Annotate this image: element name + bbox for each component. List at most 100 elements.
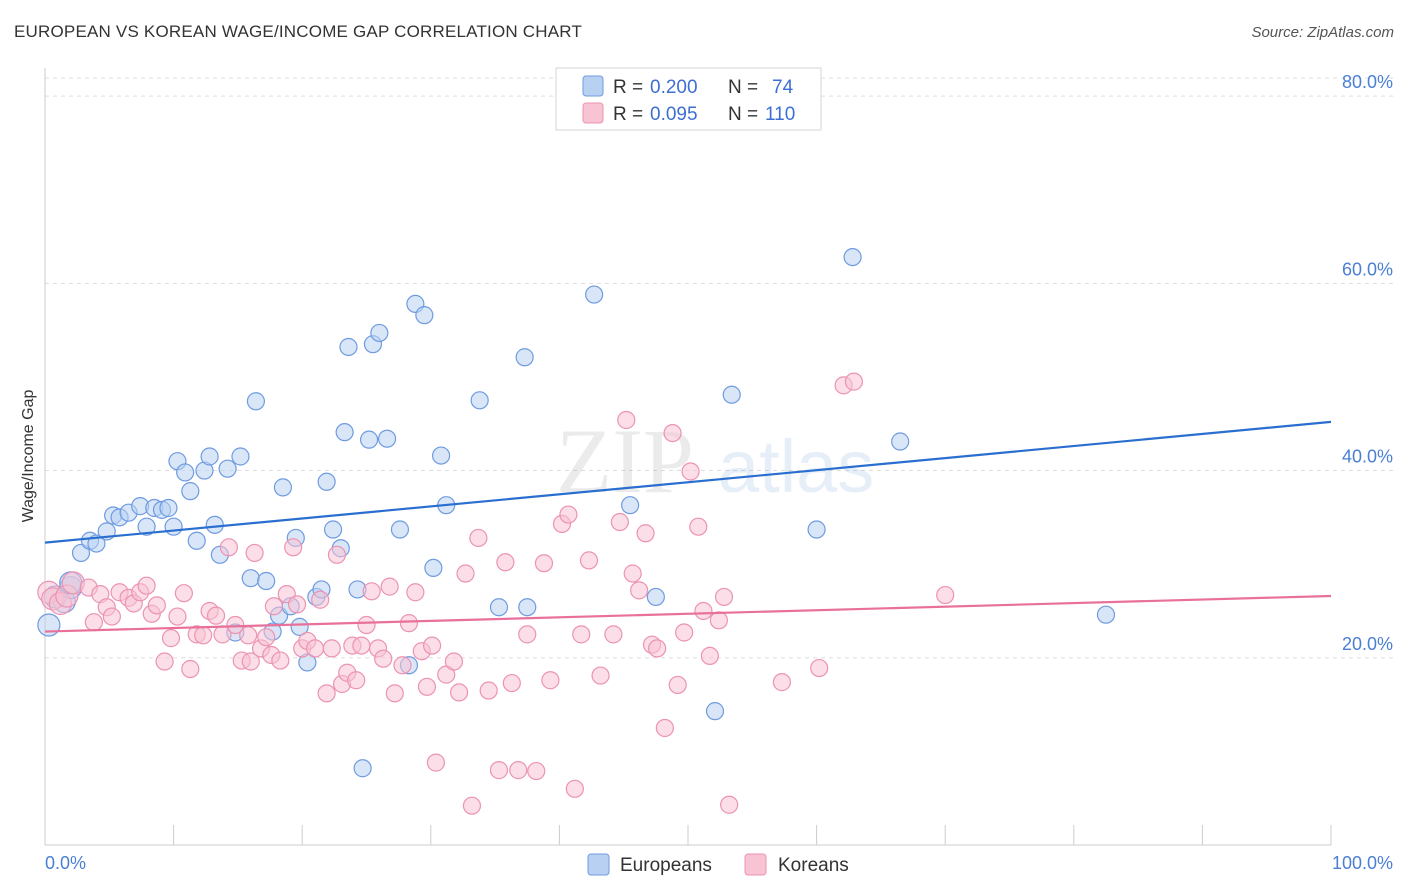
europeans-point — [37, 613, 61, 637]
y-tick-label: 80.0% — [1342, 72, 1393, 92]
koreans-point — [137, 576, 156, 595]
koreans-point — [327, 545, 347, 564]
europeans-point — [705, 702, 725, 721]
koreans-point — [257, 628, 276, 647]
koreans-point — [271, 651, 290, 670]
koreans-point — [287, 595, 307, 614]
koreans-point — [393, 656, 412, 675]
koreans-point — [102, 607, 121, 626]
koreans-point — [362, 582, 381, 601]
europeans-point — [218, 459, 237, 478]
koreans-r-value: 0.095 — [650, 104, 698, 125]
europeans-point — [843, 248, 862, 267]
koreans-point — [444, 652, 464, 671]
koreans-point — [305, 639, 325, 658]
koreans-point — [417, 677, 437, 696]
koreans-r-label: R = — [613, 104, 643, 125]
x-tick-label-min: 0.0% — [45, 853, 86, 873]
koreans-point — [681, 462, 700, 481]
koreans-point — [572, 625, 591, 644]
europeans-point — [370, 323, 389, 343]
watermark: ZIP atlas — [556, 410, 874, 512]
source-label: Source: ZipAtlas.com — [1251, 24, 1394, 41]
koreans-point — [689, 517, 708, 536]
koreans-point — [406, 583, 425, 602]
koreans-point — [810, 658, 829, 678]
koreans-point — [720, 795, 739, 814]
koreans-point — [168, 607, 187, 626]
koreans-point — [518, 625, 537, 644]
koreans-point — [352, 636, 371, 655]
koreans-point — [479, 681, 498, 700]
koreans-point — [84, 613, 103, 632]
koreans-point — [694, 601, 713, 621]
europeans-legend-label: Europeans — [620, 855, 712, 876]
europeans-point — [1096, 605, 1116, 624]
koreans-point — [496, 553, 515, 572]
koreans-point — [155, 652, 174, 671]
koreans-points — [37, 372, 955, 815]
series-legend: Europeans Koreans — [587, 853, 849, 876]
europeans-point — [431, 446, 451, 465]
x-tick-label-max: 100.0% — [1332, 853, 1393, 873]
europeans-point — [137, 517, 156, 536]
europeans-point — [377, 429, 397, 448]
koreans-point — [161, 629, 181, 648]
koreans-bottom-swatch — [744, 853, 767, 876]
europeans-n-value: 74 — [772, 77, 794, 98]
koreans-point — [174, 584, 193, 603]
chart-title: EUROPEAN VS KOREAN WAGE/INCOME GAP CORRE… — [14, 22, 583, 41]
koreans-point — [317, 684, 336, 703]
europeans-point — [246, 392, 266, 411]
europeans-point — [181, 482, 200, 501]
koreans-point — [147, 596, 166, 615]
europeans-point — [518, 598, 537, 617]
europeans-point — [891, 432, 910, 451]
europeans-point — [415, 306, 434, 325]
koreans-point — [610, 512, 629, 532]
koreans-point — [709, 611, 728, 630]
koreans-point — [509, 761, 528, 780]
koreans-point — [264, 597, 284, 616]
europeans-point — [359, 430, 379, 449]
europeans-point — [390, 520, 410, 539]
koreans-point — [311, 590, 330, 609]
koreans-point — [194, 626, 213, 645]
europeans-point — [273, 478, 293, 497]
europeans-point — [159, 498, 178, 518]
koreans-point — [700, 646, 719, 665]
koreans-point — [181, 659, 200, 679]
koreans-point — [380, 577, 399, 596]
koreans-point — [206, 606, 226, 625]
koreans-point — [534, 554, 554, 573]
europeans-point — [424, 558, 443, 578]
europeans-point — [621, 496, 640, 515]
koreans-legend-swatch — [582, 102, 604, 124]
europeans-point — [200, 447, 219, 466]
europeans-n-label: N = — [728, 77, 758, 98]
europeans-point — [585, 285, 604, 304]
europeans-point — [353, 759, 372, 778]
europeans-point — [515, 348, 534, 367]
koreans-point — [663, 423, 682, 443]
koreans-point — [714, 587, 734, 607]
europeans-point — [205, 515, 224, 534]
europeans-point — [646, 587, 665, 607]
europeans-r-value: 0.200 — [650, 77, 698, 98]
koreans-point — [541, 671, 560, 690]
koreans-point — [284, 538, 303, 557]
koreans-point — [456, 564, 475, 583]
koreans-point — [219, 538, 238, 557]
koreans-point — [347, 671, 366, 690]
europeans-point — [470, 391, 489, 410]
koreans-point — [648, 639, 667, 658]
europeans-point — [164, 517, 183, 536]
koreans-point — [591, 666, 610, 685]
europeans-point — [339, 337, 358, 357]
koreans-n-value: 110 — [765, 104, 795, 125]
koreans-point — [489, 761, 509, 780]
koreans-point — [239, 626, 258, 645]
koreans-point — [675, 623, 694, 642]
y-tick-label: 20.0% — [1342, 634, 1393, 654]
